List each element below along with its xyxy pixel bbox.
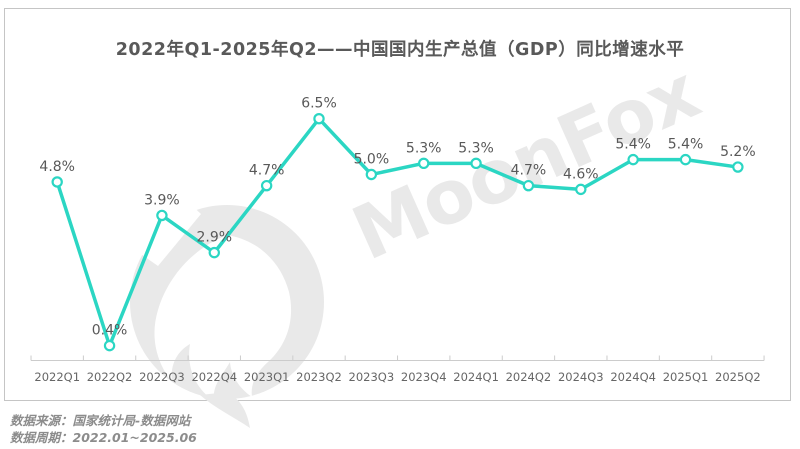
svg-text:2022Q4: 2022Q4 [191, 370, 237, 384]
footer: 数据来源：国家统计局-数据网站 数据周期：2022.01~2025.06 [10, 412, 197, 446]
footer-source: 数据来源：国家统计局-数据网站 [10, 413, 191, 428]
svg-text:5.0%: 5.0% [354, 152, 390, 168]
svg-text:2.9%: 2.9% [196, 230, 232, 246]
svg-text:2023Q1: 2023Q1 [244, 370, 290, 384]
svg-text:3.9%: 3.9% [144, 192, 180, 208]
svg-text:0.4%: 0.4% [92, 323, 128, 339]
svg-text:2022Q3: 2022Q3 [139, 370, 185, 384]
svg-text:2023Q2: 2023Q2 [296, 370, 342, 384]
svg-text:4.7%: 4.7% [511, 163, 547, 179]
svg-text:2024Q3: 2024Q3 [558, 370, 604, 384]
svg-text:2023Q3: 2023Q3 [349, 370, 395, 384]
svg-text:2023Q4: 2023Q4 [401, 370, 447, 384]
svg-text:4.6%: 4.6% [563, 166, 599, 182]
svg-text:2022Q2: 2022Q2 [87, 370, 133, 384]
svg-text:5.3%: 5.3% [458, 140, 494, 156]
svg-text:5.4%: 5.4% [668, 137, 704, 153]
svg-text:5.4%: 5.4% [615, 137, 651, 153]
footer-period: 数据周期：2022.01~2025.06 [10, 430, 197, 445]
svg-text:4.7%: 4.7% [249, 163, 285, 179]
svg-text:2022Q1: 2022Q1 [34, 370, 80, 384]
svg-text:2025Q2: 2025Q2 [715, 370, 761, 384]
svg-text:6.5%: 6.5% [301, 96, 337, 112]
svg-text:2024Q1: 2024Q1 [453, 370, 499, 384]
svg-text:2025Q1: 2025Q1 [663, 370, 709, 384]
chart-title: 2022年Q1-2025年Q2——中国国内生产总值（GDP）同比增速水平 [115, 40, 685, 60]
svg-text:2024Q4: 2024Q4 [610, 370, 656, 384]
svg-text:4.8%: 4.8% [39, 159, 75, 175]
svg-text:2024Q2: 2024Q2 [506, 370, 552, 384]
svg-text:5.2%: 5.2% [720, 144, 756, 160]
svg-text:5.3%: 5.3% [406, 140, 442, 156]
